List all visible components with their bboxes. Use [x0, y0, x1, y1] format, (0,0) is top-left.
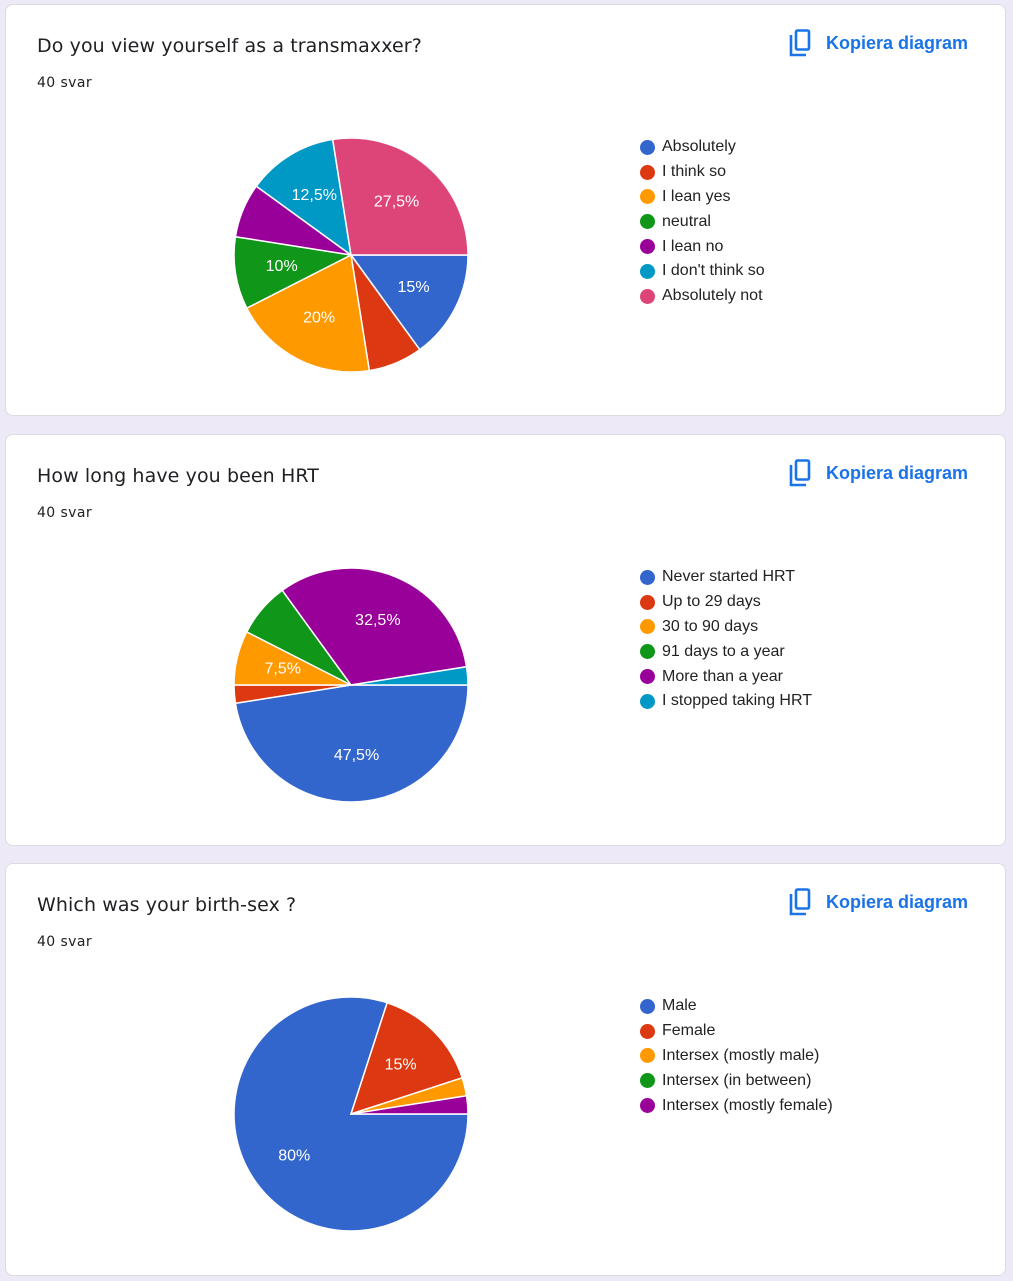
- legend-label: Intersex (mostly male): [662, 1046, 820, 1064]
- chart-legend: Absolutely I think so I lean yes neutral I l…: [640, 135, 765, 309]
- legend-label: Up to 29 days: [662, 593, 761, 611]
- pie-slice[interactable]: [331, 137, 469, 256]
- legend-item[interactable]: Intersex (in between): [640, 1068, 833, 1093]
- legend-item[interactable]: I lean no: [640, 234, 765, 259]
- legend-label: Intersex (in between): [662, 1071, 812, 1089]
- legend-swatch: [640, 1023, 655, 1039]
- slice-label: 32,5%: [355, 612, 400, 629]
- legend-swatch: [640, 189, 655, 205]
- legend-item[interactable]: 91 days to a year: [640, 639, 812, 664]
- copy-icon: [789, 888, 811, 916]
- legend-swatch: [640, 619, 655, 635]
- slice-label: 12,5%: [292, 187, 337, 204]
- slice-label: 20%: [303, 310, 335, 327]
- chart-legend: Never started HRT Up to 29 days 30 to 90 d…: [640, 565, 812, 714]
- legend-item[interactable]: neutral: [640, 209, 765, 234]
- legend-label: I lean yes: [662, 187, 731, 205]
- pie-chart: 47,5% 7,5% 32,5%: [233, 567, 469, 803]
- pie-slice[interactable]: [233, 996, 469, 1232]
- pie-slice[interactable]: [255, 138, 353, 257]
- legend-swatch: [640, 644, 655, 660]
- question-title: How long have you been HRT: [37, 465, 319, 487]
- copy-icon: [789, 459, 811, 487]
- legend-item[interactable]: Absolutely: [640, 135, 765, 160]
- slice-label: 10%: [266, 258, 298, 275]
- pie-chart: 80% 15%: [233, 996, 469, 1232]
- question-title: Which was your birth-sex ?: [37, 894, 297, 916]
- legend-swatch: [640, 594, 655, 610]
- legend-label: Absolutely not: [662, 287, 763, 305]
- pie-slice[interactable]: [233, 235, 354, 310]
- legend-item[interactable]: More than a year: [640, 664, 812, 689]
- legend-item[interactable]: Up to 29 days: [640, 590, 812, 615]
- question-title: Do you view yourself as a transmaxxer?: [37, 35, 422, 57]
- response-count: 40 svar: [37, 934, 92, 950]
- legend-item[interactable]: Never started HRT: [640, 565, 812, 590]
- legend-label: More than a year: [662, 667, 783, 685]
- legend-label: Absolutely: [662, 138, 736, 156]
- legend-item[interactable]: 30 to 90 days: [640, 615, 812, 640]
- legend-item[interactable]: I lean yes: [640, 185, 765, 210]
- copy-chart-button[interactable]: Kopiera diagram: [788, 888, 968, 916]
- pie-slice[interactable]: [245, 253, 371, 373]
- slice-label: 80%: [278, 1147, 310, 1164]
- legend-swatch: [640, 263, 655, 279]
- copy-icon: [789, 29, 811, 57]
- chart-card: 15% 20% 10% 12,5% 27,5% Do you view yourself…: [5, 4, 1006, 416]
- legend-label: 30 to 90 days: [662, 617, 759, 635]
- legend-swatch: [640, 164, 655, 180]
- pie-slice[interactable]: [350, 665, 469, 686]
- response-count: 40 svar: [37, 505, 92, 521]
- legend-swatch: [640, 214, 655, 230]
- pie-slice[interactable]: [281, 567, 468, 686]
- legend-label: Male: [662, 997, 697, 1015]
- legend-swatch: [640, 288, 655, 304]
- legend-label: I stopped taking HRT: [662, 692, 813, 710]
- pie-slice[interactable]: [234, 684, 469, 803]
- copy-chart-label: Kopiera diagram: [826, 462, 969, 483]
- copy-chart-button[interactable]: Kopiera diagram: [788, 29, 968, 57]
- legend-label: Intersex (mostly female): [662, 1096, 833, 1114]
- legend-label: I don't think so: [662, 262, 765, 280]
- slice-label: 27,5%: [374, 194, 419, 211]
- legend-label: Female: [662, 1022, 716, 1040]
- pie-slice[interactable]: [349, 254, 469, 351]
- chart-card: 80% 15% Which was your birth-sex ? 40 sva…: [5, 863, 1006, 1276]
- legend-swatch: [640, 1048, 655, 1064]
- legend-item[interactable]: Female: [640, 1019, 833, 1044]
- copy-chart-label: Kopiera diagram: [826, 891, 969, 912]
- chart-legend: Male Female Intersex (mostly male) Intersex…: [640, 994, 833, 1118]
- legend-label: I lean no: [662, 237, 724, 255]
- legend-item[interactable]: I think so: [640, 160, 765, 185]
- legend-label: neutral: [662, 212, 711, 230]
- legend-swatch: [640, 669, 655, 685]
- legend-item[interactable]: Intersex (mostly female): [640, 1093, 833, 1118]
- legend-swatch: [640, 139, 655, 155]
- legend-item[interactable]: I stopped taking HRT: [640, 689, 812, 714]
- pie-chart: 15% 20% 10% 12,5% 27,5%: [233, 137, 469, 373]
- legend-item[interactable]: Absolutely not: [640, 284, 765, 309]
- response-count: 40 svar: [37, 75, 92, 91]
- legend-item[interactable]: I don't think so: [640, 259, 765, 284]
- legend-item[interactable]: Male: [640, 994, 833, 1019]
- legend-swatch: [640, 239, 655, 255]
- copy-chart-button[interactable]: Kopiera diagram: [788, 459, 968, 487]
- slice-label: 15%: [385, 1056, 417, 1073]
- slice-label: 47,5%: [334, 747, 379, 764]
- legend-swatch: [640, 569, 655, 585]
- pie-slice[interactable]: [350, 1094, 469, 1115]
- slice-label: 7,5%: [265, 661, 301, 678]
- legend-swatch: [640, 693, 655, 709]
- legend-label: I think so: [662, 163, 727, 181]
- legend-label: 91 days to a year: [662, 642, 785, 660]
- legend-swatch: [640, 1098, 655, 1114]
- legend-item[interactable]: Intersex (mostly male): [640, 1044, 833, 1069]
- legend-label: Never started HRT: [662, 568, 796, 586]
- slice-label: 15%: [398, 279, 430, 296]
- chart-card: 47,5% 7,5% 32,5% How long have you been HR…: [5, 434, 1006, 846]
- legend-swatch: [640, 998, 655, 1014]
- legend-swatch: [640, 1073, 655, 1089]
- copy-chart-label: Kopiera diagram: [826, 32, 969, 53]
